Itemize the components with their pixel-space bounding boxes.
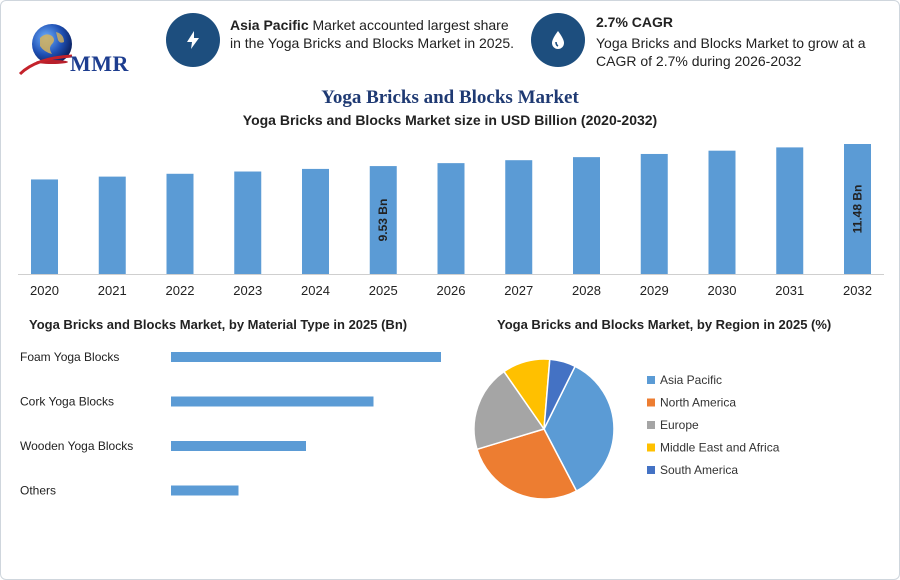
- hbar-foam-yoga-blocks: [171, 352, 441, 362]
- category-label: Cork Yoga Blocks: [20, 395, 114, 409]
- x-tick-label: 2023: [233, 283, 262, 298]
- mmr-logo: MMR: [16, 18, 146, 78]
- category-label: Wooden Yoga Blocks: [20, 439, 133, 453]
- x-tick-label: 2029: [640, 283, 669, 298]
- legend-label: South America: [660, 463, 738, 477]
- hbar-cork-yoga-blocks: [171, 396, 374, 407]
- bar-2029: [640, 153, 668, 274]
- category-label: Others: [20, 484, 56, 498]
- logo-swoosh: [18, 54, 73, 76]
- x-tick-label: 2020: [30, 283, 59, 298]
- region-share-text: Market accounted largest share in the Yo…: [230, 17, 515, 51]
- bar-2027: [505, 160, 533, 274]
- legend-swatch: [647, 443, 655, 452]
- lightning-icon: [166, 13, 220, 67]
- bar-2024: [302, 168, 329, 274]
- bar-2031: [776, 147, 804, 274]
- pie-slice-asia-pacific: [543, 365, 615, 493]
- legend-label: Europe: [660, 418, 699, 432]
- legend-label: Middle East and Africa: [660, 441, 780, 455]
- bar-2026: [437, 163, 465, 274]
- pie-slice-south-america: [543, 358, 577, 430]
- legend-label: Asia Pacific: [660, 373, 722, 387]
- globe-icon: [32, 24, 72, 64]
- hbar-others: [171, 485, 239, 496]
- region-share-note: Asia Pacific Market accounted largest sh…: [230, 16, 520, 52]
- x-tick-label: 2032: [843, 283, 872, 298]
- x-tick-label: 2028: [572, 283, 601, 298]
- bar-2020: [31, 179, 58, 274]
- region-share-highlight: Asia Pacific: [230, 17, 309, 33]
- bar-2023: [234, 171, 262, 274]
- legend-swatch: [647, 398, 655, 407]
- legend-swatch: [647, 421, 655, 429]
- legend-swatch: [647, 466, 655, 474]
- pie-slice-north-america: [476, 428, 578, 500]
- bar-2032: [844, 144, 871, 274]
- region-pie-chart: Asia Pacific North America Europe Middle Ea…: [473, 358, 780, 500]
- cagr-title: 2.7% CAGR: [596, 14, 674, 30]
- bar-2028: [573, 157, 600, 274]
- cagr-description: Yoga Bricks and Blocks Market to grow at…: [596, 35, 866, 69]
- x-tick-label: 2031: [775, 283, 804, 298]
- logo-text: MMR: [70, 51, 129, 76]
- bar-2025: [369, 166, 397, 274]
- legend-swatch: [647, 376, 655, 384]
- material-bar-chart: Foam Yoga Blocks Cork Yoga Blocks Wooden Y…: [20, 350, 441, 498]
- x-tick-label: 2030: [708, 283, 737, 298]
- pie-slice-europe: [473, 370, 546, 451]
- bar-data-label: 9.53 Bn: [376, 199, 390, 242]
- market-size-bar-chart: 2020 2021 2022 2023 2024 2025 9.53 Bn 2026 2027 2…: [18, 144, 884, 298]
- bar-2030: [708, 150, 736, 274]
- bar-2022: [166, 173, 194, 274]
- region-chart-title: Yoga Bricks and Blocks Market, by Region…: [497, 317, 832, 332]
- bar-data-label: 11.48 Bn: [851, 185, 865, 234]
- x-tick-label: 2025: [369, 283, 398, 298]
- bar-chart-title: Yoga Bricks and Blocks Market size in US…: [242, 112, 658, 128]
- category-label: Foam Yoga Blocks: [20, 350, 119, 364]
- hbar-wooden-yoga-blocks: [171, 441, 306, 451]
- x-tick-label: 2026: [437, 283, 466, 298]
- material-chart-title: Yoga Bricks and Blocks Market, by Materi…: [29, 317, 408, 332]
- legend-label: North America: [660, 396, 736, 410]
- growth-drop-icon: [531, 13, 585, 67]
- bar-2021: [98, 176, 126, 274]
- x-tick-label: 2027: [504, 283, 533, 298]
- x-tick-label: 2021: [98, 283, 127, 298]
- main-title: Yoga Bricks and Blocks Market: [321, 87, 579, 108]
- x-tick-label: 2024: [301, 283, 330, 298]
- x-tick-label: 2022: [166, 283, 195, 298]
